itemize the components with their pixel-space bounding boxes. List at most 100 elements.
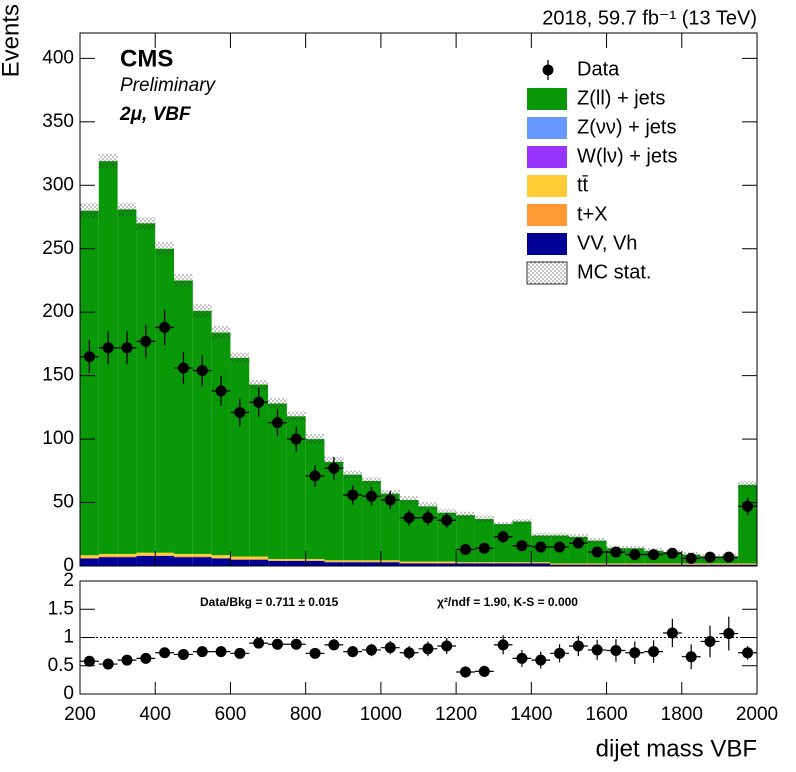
ratio-point	[460, 666, 472, 678]
stack-bar	[192, 557, 212, 566]
stack-bar	[192, 553, 212, 557]
stack-bar	[249, 559, 269, 566]
stack-bar	[418, 563, 438, 566]
mc-stat-band	[625, 545, 645, 551]
stack-bar	[606, 563, 626, 565]
stack-bar	[474, 562, 494, 563]
y-tick-label: 200	[42, 301, 74, 322]
stack-bar	[644, 564, 663, 566]
stack-bar	[268, 403, 287, 560]
stack-bar	[136, 552, 156, 556]
data-point	[742, 500, 754, 512]
legend-swatch	[527, 175, 567, 197]
ratio-point	[234, 647, 246, 659]
stack-bar	[493, 563, 513, 566]
stack-bar	[399, 563, 419, 566]
mc-stat-band	[362, 477, 381, 485]
ratio-point	[535, 654, 547, 666]
data-point	[685, 552, 697, 564]
ratio-point	[159, 647, 171, 659]
data-point	[403, 512, 415, 524]
ratio-point	[648, 646, 660, 658]
ratio-point	[384, 642, 396, 654]
stack-bar	[211, 557, 231, 559]
stack-bar	[155, 555, 175, 566]
stack-bar	[625, 563, 645, 565]
x-tick-label: 200	[64, 704, 96, 725]
stack-bar	[249, 384, 269, 557]
stack-bar	[512, 562, 532, 564]
ratio-point	[215, 646, 227, 658]
x-tick-label: 600	[215, 704, 247, 725]
data-point	[159, 321, 171, 333]
stack-bar	[211, 555, 231, 558]
channel-label: 2μ, VBF	[119, 104, 192, 125]
stack-bar	[437, 512, 457, 562]
legend-swatch	[527, 233, 567, 255]
stack-bar	[437, 562, 457, 564]
ratio-annotation: χ²/ndf = 1.90, K-S = 0.000	[437, 595, 578, 609]
stack-bar	[286, 560, 306, 566]
stack-bar	[155, 555, 175, 556]
stack-bar	[493, 562, 513, 563]
legend-label: tt̄	[577, 174, 589, 196]
stack-bar	[493, 524, 513, 563]
stack-bar	[606, 564, 626, 565]
stack-bar	[437, 563, 457, 566]
stack-bar	[399, 562, 419, 564]
stack-bar	[550, 564, 569, 565]
stack-bar	[418, 562, 438, 564]
mc-stat-band	[268, 398, 287, 409]
data-point	[460, 544, 472, 556]
data-point	[497, 531, 509, 543]
y-tick-label: 1.5	[48, 598, 74, 619]
stack-bar	[380, 560, 400, 562]
ratio-point	[121, 654, 133, 666]
preliminary-label: Preliminary	[120, 75, 217, 96]
stack-bar	[644, 564, 663, 565]
x-tick-label: 1800	[661, 704, 703, 725]
ratio-point	[516, 652, 528, 664]
mc-stat-band	[192, 304, 212, 318]
mc-stat-band	[174, 274, 193, 287]
data-point	[140, 335, 152, 347]
stack-bar	[362, 561, 381, 563]
stack-bar	[719, 564, 739, 565]
stack-bar	[98, 556, 118, 558]
stack-bar	[305, 560, 325, 561]
stack-bar	[305, 560, 325, 566]
legend-swatch	[526, 261, 568, 285]
stack-bar	[286, 416, 306, 560]
y-tick-label: 1	[63, 627, 74, 648]
stack-bar	[587, 563, 607, 565]
stack-bar	[268, 560, 287, 561]
legend-swatch	[527, 146, 567, 168]
stack-bar	[192, 310, 212, 554]
legend-label: W(lν) + jets	[577, 145, 678, 167]
x-tick-label: 1400	[510, 704, 552, 725]
mc-stat-band	[493, 521, 513, 527]
mc-stat-band	[211, 326, 231, 339]
legend-label: t+X	[577, 203, 608, 225]
mc-stat-band	[305, 434, 325, 445]
legend-swatch	[527, 117, 567, 139]
mc-stat-band	[249, 379, 269, 390]
data-point	[309, 470, 321, 482]
data-point	[347, 489, 359, 501]
stack-bar	[681, 564, 701, 565]
ratio-annotation: Data/Bkg = 0.711 ± 0.015	[200, 595, 339, 609]
stack-bar	[268, 559, 287, 561]
data-point	[196, 365, 208, 377]
legend-label: Z(νν) + jets	[577, 116, 676, 138]
stack-bar	[738, 563, 757, 565]
mc-stat-band	[587, 538, 607, 544]
legend-swatch	[527, 88, 567, 110]
ratio-point	[441, 640, 453, 652]
stack-bar	[700, 563, 720, 565]
stack-bar	[606, 564, 626, 566]
mc-stat-band	[136, 217, 156, 230]
ratio-point	[478, 665, 490, 677]
mc-stat-band	[474, 515, 494, 523]
ratio-point	[497, 639, 509, 651]
